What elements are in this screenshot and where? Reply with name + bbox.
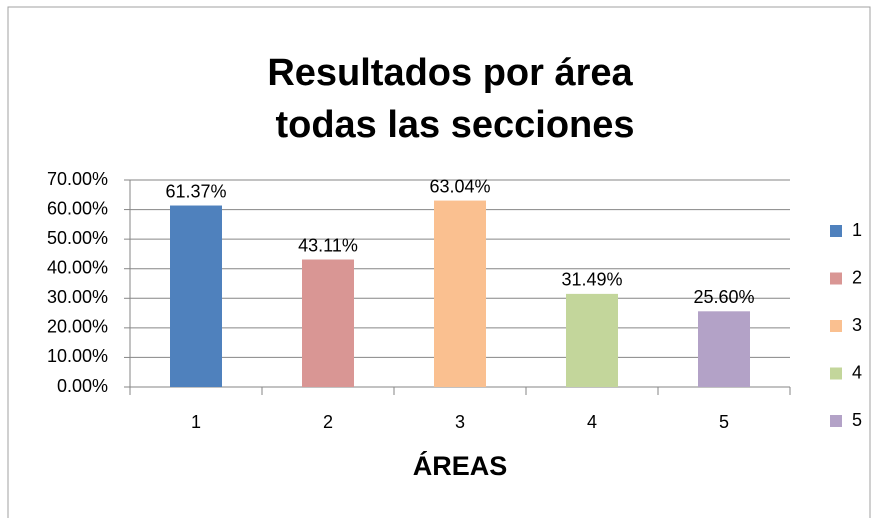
chart-title: Resultados por área: [267, 52, 633, 94]
y-tick-label: 70.00%: [47, 169, 108, 189]
legend-swatch: [830, 415, 842, 427]
bar: [698, 311, 750, 387]
legend-label: 2: [852, 267, 862, 287]
legend-swatch: [830, 272, 842, 285]
data-label: 63.04%: [429, 176, 490, 196]
legend-swatch: [830, 225, 842, 237]
y-tick-label: 20.00%: [47, 317, 108, 337]
y-tick-label: 0.00%: [57, 376, 108, 396]
x-axis-label: ÁREAS: [413, 450, 508, 481]
data-label: 43.11%: [298, 235, 358, 255]
legend-label: 3: [852, 315, 862, 335]
y-tick-label: 60.00%: [47, 198, 108, 218]
data-label: 25.60%: [693, 287, 754, 307]
chart-title: todas las secciones: [275, 104, 634, 146]
x-tick-label: 1: [191, 412, 201, 432]
y-tick-label: 30.00%: [47, 287, 108, 307]
bar: [302, 259, 354, 387]
legend-swatch: [830, 320, 842, 332]
legend-label: 1: [852, 220, 862, 240]
legend-label: 4: [852, 362, 862, 382]
x-tick-label: 2: [323, 412, 333, 432]
bar: [566, 293, 618, 387]
legend-label: 5: [852, 410, 862, 430]
chart-border: [7, 6, 871, 518]
x-tick-label: 4: [587, 412, 597, 432]
legend-swatch: [830, 367, 842, 380]
data-label: 61.37%: [165, 181, 226, 201]
data-label: 31.49%: [561, 270, 622, 290]
y-tick-label: 40.00%: [47, 257, 108, 277]
x-tick-label: 3: [455, 412, 465, 432]
bar: [434, 200, 486, 387]
bar: [170, 205, 222, 387]
y-tick-label: 10.00%: [47, 346, 108, 366]
x-tick-label: 5: [719, 412, 729, 432]
y-tick-label: 50.00%: [47, 228, 108, 248]
